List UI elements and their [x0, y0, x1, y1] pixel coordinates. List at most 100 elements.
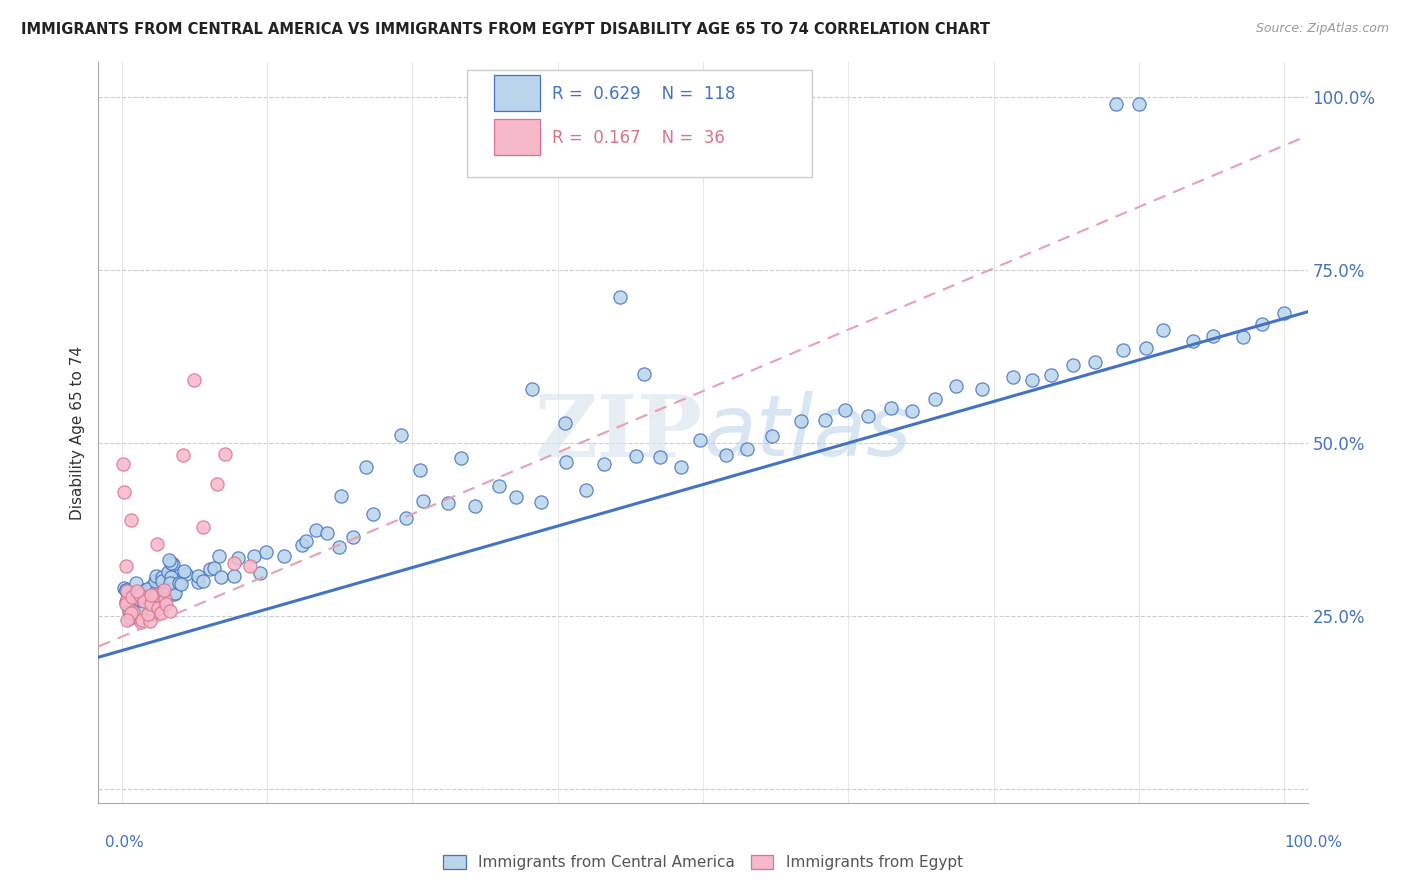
Point	[139, 615, 162, 629]
Point	[254, 544, 277, 558]
Point	[901, 404, 924, 418]
Point	[714, 448, 737, 462]
Point	[162, 558, 184, 572]
Point	[172, 448, 194, 462]
Point	[789, 414, 811, 428]
Point	[239, 558, 262, 573]
Point	[146, 574, 169, 588]
Point	[135, 591, 157, 605]
Point	[183, 374, 205, 388]
Point	[530, 494, 553, 508]
Point	[1128, 97, 1150, 112]
Point	[125, 576, 148, 591]
Point	[222, 568, 245, 582]
Point	[120, 607, 142, 621]
Point	[149, 576, 172, 591]
Point	[214, 447, 236, 461]
Point	[436, 496, 458, 510]
Point	[153, 582, 176, 597]
Point	[125, 584, 148, 599]
Point	[129, 587, 152, 601]
Point	[193, 574, 215, 589]
FancyBboxPatch shape	[467, 70, 811, 178]
Point	[115, 583, 138, 598]
Point	[1112, 343, 1135, 357]
Point	[273, 549, 295, 564]
Text: atlas: atlas	[703, 391, 911, 475]
Point	[249, 566, 271, 580]
Point	[122, 605, 145, 619]
Point	[159, 604, 181, 618]
Point	[575, 483, 598, 497]
Point	[134, 593, 156, 607]
Point	[834, 403, 856, 417]
Point	[145, 569, 167, 583]
Point	[330, 489, 353, 503]
Point	[115, 613, 138, 627]
Point	[924, 392, 946, 406]
Point	[945, 379, 967, 393]
Point	[115, 591, 138, 606]
Point	[136, 582, 159, 596]
Point	[305, 523, 328, 537]
Point	[160, 556, 183, 570]
Point	[134, 598, 156, 612]
Point	[648, 450, 671, 464]
Point	[167, 576, 190, 591]
Point	[120, 513, 142, 527]
Point	[193, 520, 215, 534]
Point	[202, 561, 225, 575]
Point	[1232, 330, 1254, 344]
Point	[1084, 354, 1107, 368]
Point	[153, 586, 176, 600]
Point	[1105, 97, 1128, 112]
Text: 0.0%: 0.0%	[105, 836, 145, 850]
Point	[354, 460, 377, 475]
Text: ZIP: ZIP	[536, 391, 703, 475]
Point	[142, 597, 165, 611]
Point	[1152, 323, 1174, 337]
Text: IMMIGRANTS FROM CENTRAL AMERICA VS IMMIGRANTS FROM EGYPT DISABILITY AGE 65 TO 74: IMMIGRANTS FROM CENTRAL AMERICA VS IMMIG…	[21, 22, 990, 37]
Point	[136, 607, 159, 621]
Text: R =  0.167    N =  36: R = 0.167 N = 36	[551, 129, 724, 147]
Point	[142, 606, 165, 620]
Point	[118, 611, 141, 625]
Point	[208, 549, 231, 564]
Point	[395, 510, 418, 524]
FancyBboxPatch shape	[494, 120, 540, 155]
Point	[145, 589, 167, 603]
Point	[160, 569, 183, 583]
Point	[163, 587, 186, 601]
Text: Source: ZipAtlas.com: Source: ZipAtlas.com	[1256, 22, 1389, 36]
Text: 100.0%: 100.0%	[1285, 836, 1343, 850]
Point	[522, 382, 544, 396]
Point	[159, 576, 181, 591]
Point	[115, 558, 138, 573]
Point	[131, 613, 153, 627]
Point	[139, 597, 162, 611]
Point	[155, 597, 177, 611]
Y-axis label: Disability Age 65 to 74: Disability Age 65 to 74	[70, 345, 86, 520]
Point	[609, 290, 631, 304]
Point	[488, 479, 510, 493]
Point	[117, 584, 139, 599]
Point	[138, 582, 160, 596]
Legend: Immigrants from Central America, Immigrants from Egypt: Immigrants from Central America, Immigra…	[437, 849, 969, 877]
Point	[145, 574, 167, 589]
Point	[1039, 368, 1062, 383]
Point	[295, 533, 318, 548]
Point	[157, 553, 180, 567]
Point	[118, 603, 141, 617]
Point	[145, 583, 167, 598]
Point	[363, 508, 385, 522]
Point	[389, 428, 412, 442]
Point	[554, 416, 576, 430]
Point	[139, 588, 162, 602]
Point	[127, 588, 149, 602]
Point	[150, 570, 173, 584]
Point	[125, 598, 148, 612]
Point	[114, 597, 136, 611]
Point	[412, 494, 434, 508]
Point	[226, 551, 249, 566]
Point	[408, 462, 430, 476]
